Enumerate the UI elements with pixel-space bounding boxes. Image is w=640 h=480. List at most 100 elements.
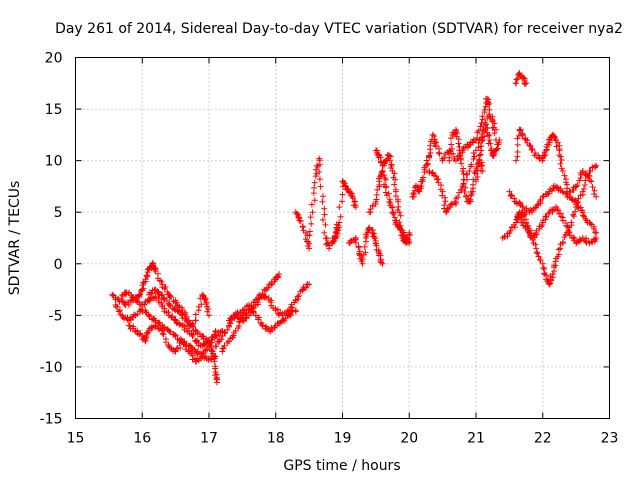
x-tick-label: 20 xyxy=(400,431,418,447)
data-point-fill xyxy=(115,308,122,315)
data-point-fill xyxy=(176,320,183,327)
data-point-fill xyxy=(144,272,151,279)
data-point xyxy=(486,137,493,144)
data-point-fill xyxy=(380,172,387,179)
data-point-fill xyxy=(136,331,143,338)
data-point xyxy=(199,332,206,339)
data-point-fill xyxy=(427,142,434,149)
data-point-fill xyxy=(534,202,541,209)
data-point-fill xyxy=(592,229,599,236)
data-point-fill xyxy=(307,214,314,221)
data-point-fill xyxy=(299,223,306,230)
data-point-fill xyxy=(397,222,404,229)
data-point xyxy=(429,131,436,138)
x-tick-label: 15 xyxy=(67,431,85,447)
x-axis-label: GPS time / hours xyxy=(283,458,400,474)
data-point-fill xyxy=(281,318,288,325)
data-point-fill xyxy=(386,196,393,203)
chart-title: Day 261 of 2014, Sidereal Day-to-day VTE… xyxy=(55,21,623,37)
data-point-fill xyxy=(423,157,430,164)
data-point-fill xyxy=(489,116,496,123)
data-point-fill xyxy=(297,218,304,225)
data-point-fill xyxy=(568,219,575,226)
data-point-fill xyxy=(446,154,453,161)
data-point-fill xyxy=(398,232,405,239)
data-point xyxy=(165,327,172,334)
data-point xyxy=(496,137,503,144)
data-point-fill xyxy=(402,238,409,245)
data-point-fill xyxy=(576,236,583,243)
data-point-fill xyxy=(521,81,528,88)
data-point-fill xyxy=(168,294,175,301)
data-point-fill xyxy=(319,216,326,223)
data-point-fill xyxy=(553,143,560,150)
data-point-fill xyxy=(442,198,449,205)
data-point-fill xyxy=(559,239,566,246)
data-point-fill xyxy=(261,286,268,293)
data-markers xyxy=(109,69,600,386)
x-tick-label: 17 xyxy=(200,431,218,447)
data-point xyxy=(593,235,600,241)
data-point-fill xyxy=(554,139,561,146)
data-point-fill xyxy=(114,295,121,302)
x-tick-label: 21 xyxy=(467,431,485,447)
data-point-fill xyxy=(387,153,394,160)
data-point-fill xyxy=(460,181,467,188)
data-point-fill xyxy=(537,196,544,203)
y-tick-label: -10 xyxy=(40,360,63,376)
data-point-fill xyxy=(477,151,484,158)
data-point-fill xyxy=(561,172,568,179)
data-point xyxy=(406,229,413,236)
data-point-fill xyxy=(533,249,540,256)
x-tick-label: 16 xyxy=(133,431,151,447)
data-point-fill xyxy=(424,161,431,168)
data-point xyxy=(466,142,473,149)
data-point-fill xyxy=(542,151,549,158)
data-point-fill xyxy=(474,174,481,181)
data-point-fill xyxy=(208,339,215,346)
data-point-fill xyxy=(294,293,301,300)
data-point-fill xyxy=(274,274,281,281)
data-point-fill xyxy=(339,198,346,205)
data-point xyxy=(573,183,580,190)
data-point-fill xyxy=(317,183,324,190)
data-point-fill xyxy=(493,146,500,153)
data-point-fill xyxy=(389,209,396,216)
data-point-fill xyxy=(311,197,318,204)
data-point-fill xyxy=(468,161,475,168)
data-point-fill xyxy=(204,308,211,315)
data-point xyxy=(299,286,306,293)
data-point-fill xyxy=(204,346,211,353)
data-point-fill xyxy=(378,259,385,266)
data-point-fill xyxy=(323,235,330,242)
data-point-fill xyxy=(587,168,594,175)
data-point-fill xyxy=(386,157,393,164)
data-point-fill xyxy=(158,278,165,285)
data-point xyxy=(379,260,386,267)
data-point-fill xyxy=(205,305,212,312)
data-point-fill xyxy=(341,182,348,189)
data-point xyxy=(473,178,479,185)
data-point-fill xyxy=(517,201,524,208)
data-point-fill xyxy=(172,332,179,339)
data-point-fill xyxy=(303,284,310,291)
data-point xyxy=(506,188,513,195)
data-point-fill xyxy=(558,165,565,172)
data-point-fill xyxy=(173,319,180,326)
data-point-fill xyxy=(537,257,544,264)
data-point-fill xyxy=(227,320,234,327)
data-point-fill xyxy=(330,238,337,245)
data-point xyxy=(292,307,299,314)
data-point-fill xyxy=(397,212,404,219)
data-point-fill xyxy=(559,217,566,224)
data-point xyxy=(159,291,166,298)
data-point-fill xyxy=(454,194,461,201)
data-point-fill xyxy=(155,299,162,306)
data-point-fill xyxy=(250,309,257,316)
data-point-fill xyxy=(173,345,180,352)
data-point-fill xyxy=(294,211,301,218)
data-point-fill xyxy=(564,185,571,192)
data-point-fill xyxy=(339,191,346,198)
data-point-fill xyxy=(392,176,399,183)
data-point-fill xyxy=(367,206,374,213)
